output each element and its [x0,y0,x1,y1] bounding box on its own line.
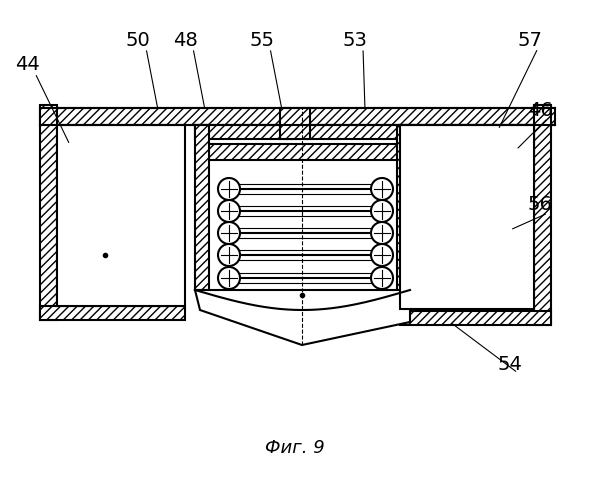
Bar [534,105,551,325]
Text: 53: 53 [343,30,368,50]
Text: 55: 55 [249,30,274,50]
Circle shape [218,244,240,266]
Text: 46: 46 [528,100,553,119]
Bar [280,108,310,139]
Text: 50: 50 [126,30,150,50]
Text: 48: 48 [173,30,197,50]
Circle shape [218,267,240,289]
Circle shape [371,244,393,266]
Bar [195,125,410,139]
Bar [400,311,551,325]
Circle shape [218,178,240,200]
Text: 57: 57 [518,30,543,50]
Text: 54: 54 [498,356,522,374]
Text: 56: 56 [528,196,553,214]
Bar [520,125,534,160]
Bar [400,125,534,309]
Bar [73,145,167,235]
Text: 44: 44 [15,56,40,74]
Polygon shape [195,290,410,345]
Bar [397,125,411,290]
Bar [65,235,175,306]
Circle shape [218,200,240,222]
Circle shape [218,222,240,244]
Circle shape [371,267,393,289]
Bar [40,108,555,125]
Bar [40,105,57,320]
Circle shape [371,200,393,222]
Bar [408,160,520,309]
Bar [205,144,405,160]
Bar [40,306,185,320]
Circle shape [371,222,393,244]
Text: Фиг. 9: Фиг. 9 [265,439,325,457]
Circle shape [371,178,393,200]
Bar [195,125,209,290]
Bar [57,125,185,306]
Bar [408,125,520,160]
